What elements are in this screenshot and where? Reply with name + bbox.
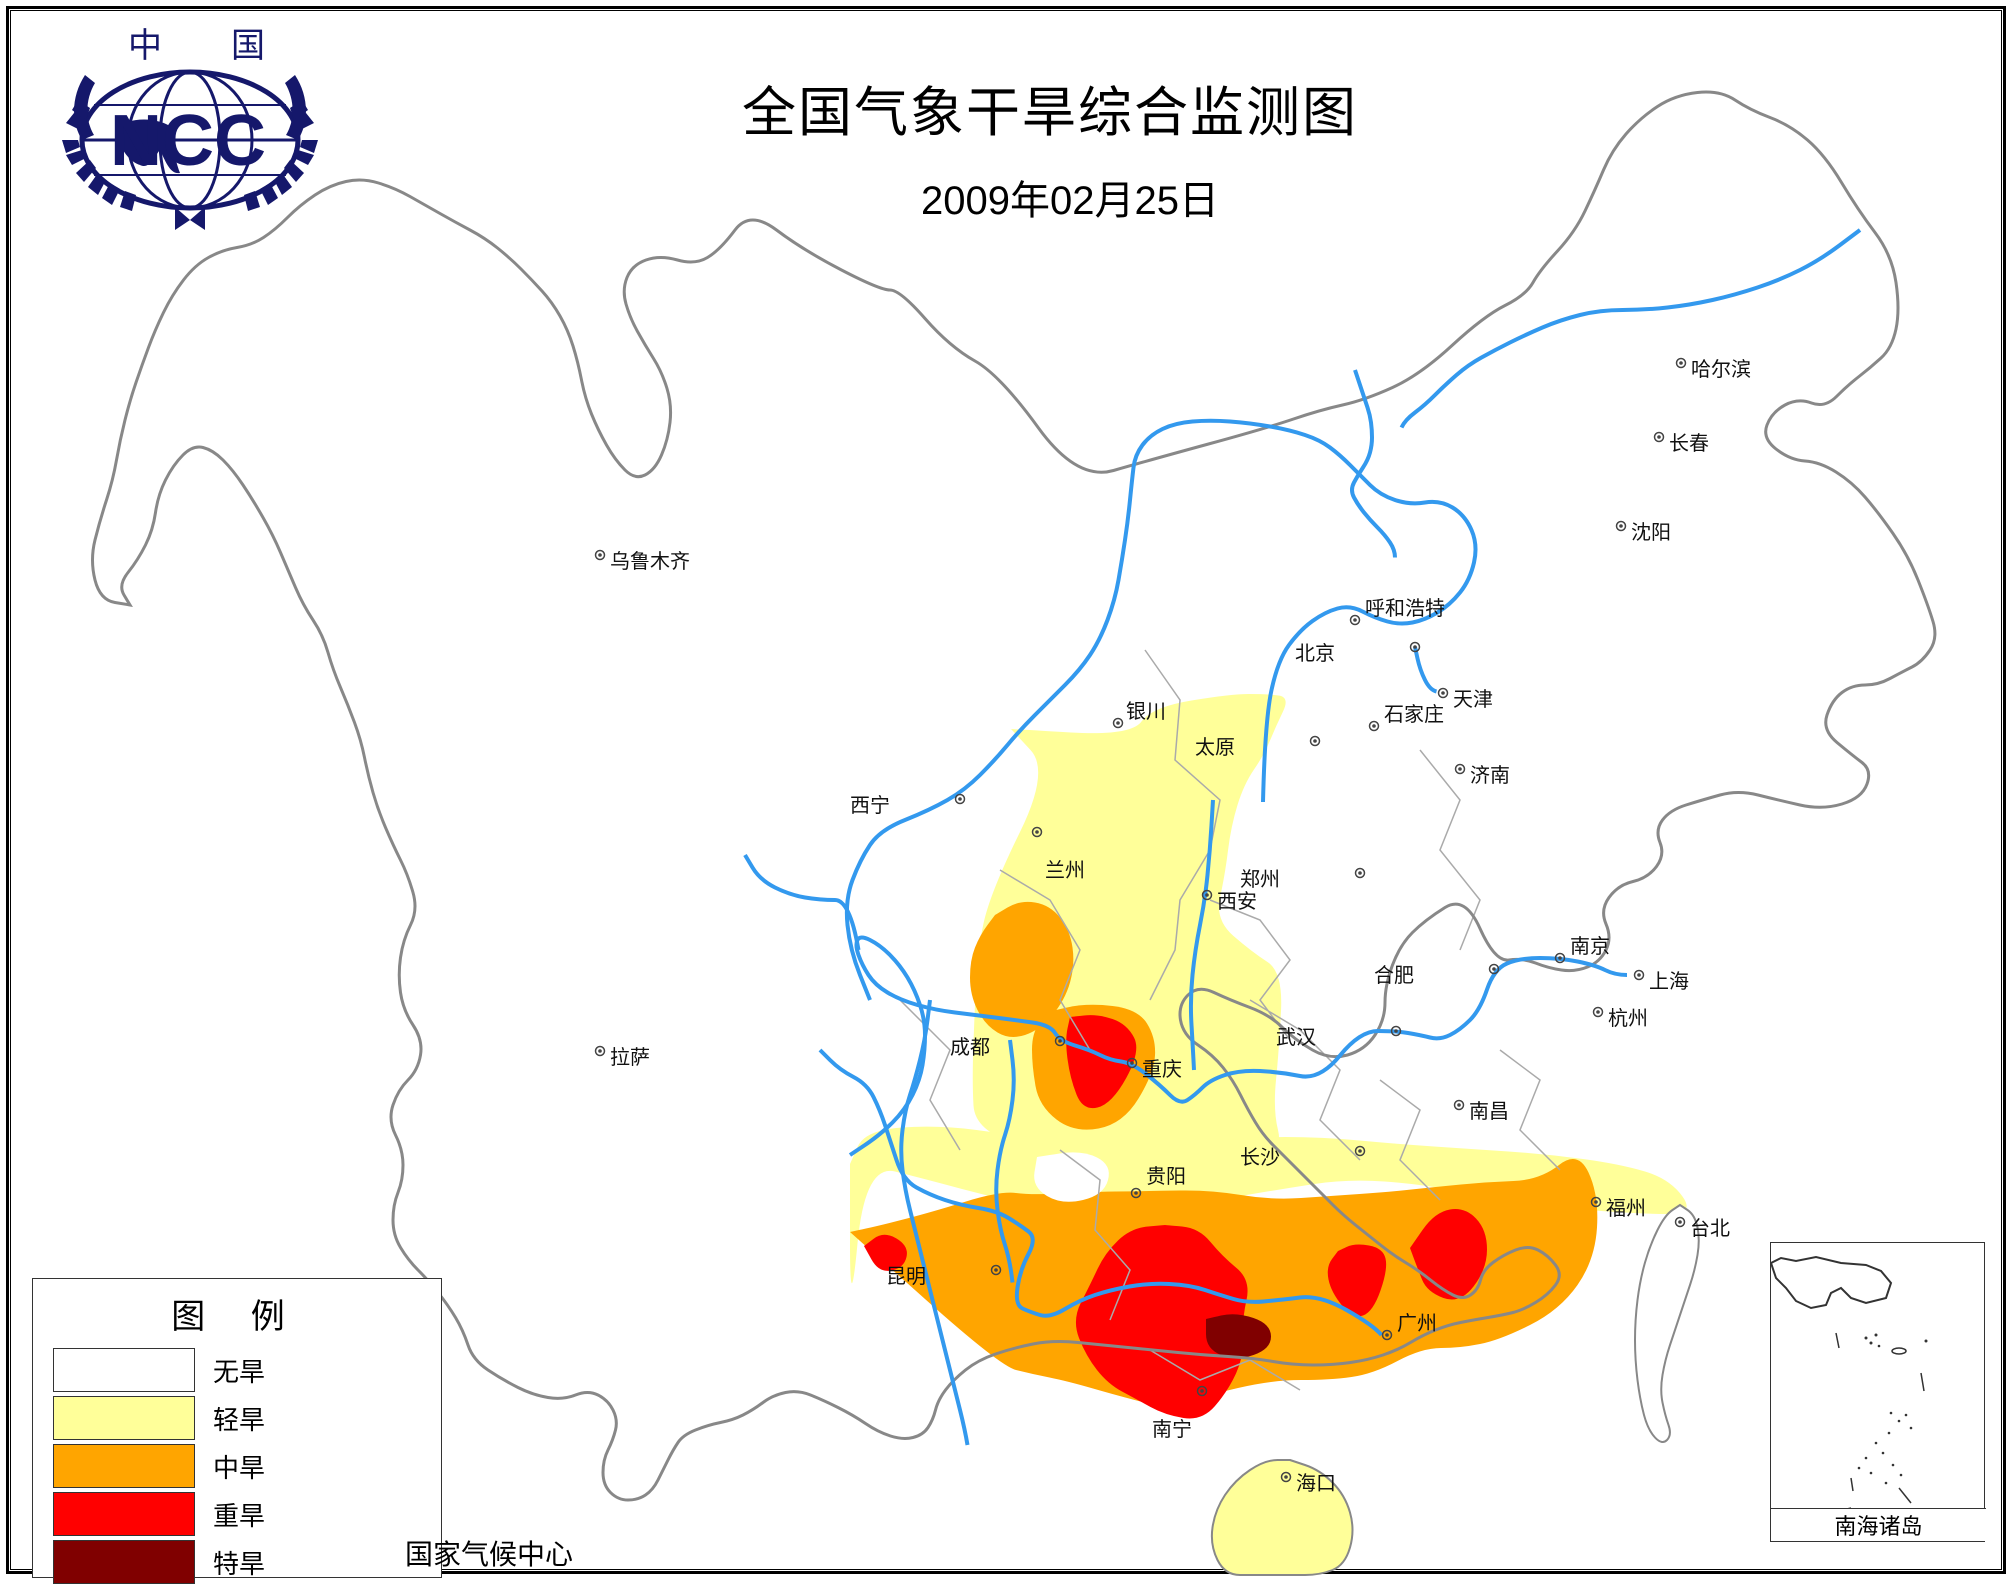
svg-text:南宁: 南宁 [1152, 1418, 1192, 1441]
svg-text:杭州: 杭州 [1608, 1007, 1648, 1030]
svg-text:银川: 银川 [1126, 700, 1166, 723]
svg-text:重庆: 重庆 [1142, 1058, 1182, 1081]
svg-text:贵阳: 贵阳 [1146, 1165, 1186, 1188]
svg-text:天津: 天津 [1453, 688, 1493, 711]
svg-text:呼和浩特: 呼和浩特 [1365, 597, 1445, 620]
svg-text:成都: 成都 [950, 1036, 990, 1059]
svg-text:沈阳: 沈阳 [1631, 521, 1671, 544]
svg-text:福州: 福州 [1606, 1197, 1646, 1220]
svg-text:西安: 西安 [1217, 890, 1257, 913]
svg-text:长沙: 长沙 [1240, 1146, 1280, 1169]
svg-text:北京: 北京 [1295, 642, 1335, 665]
svg-text:上海: 上海 [1649, 970, 1689, 993]
svg-text:兰州: 兰州 [1045, 859, 1085, 882]
svg-text:昆明: 昆明 [886, 1266, 926, 1288]
svg-text:南京: 南京 [1570, 935, 1610, 958]
svg-text:合肥: 合肥 [1374, 964, 1414, 987]
svg-text:乌鲁木齐: 乌鲁木齐 [610, 550, 690, 573]
svg-text:南昌: 南昌 [1469, 1100, 1509, 1123]
svg-text:西宁: 西宁 [850, 794, 890, 817]
svg-text:海口: 海口 [1296, 1472, 1336, 1495]
svg-text:太原: 太原 [1195, 736, 1235, 759]
svg-text:济南: 济南 [1470, 764, 1510, 787]
svg-text:哈尔滨: 哈尔滨 [1691, 358, 1751, 381]
svg-text:长春: 长春 [1669, 432, 1709, 455]
svg-text:石家庄: 石家庄 [1384, 703, 1444, 726]
svg-text:广州: 广州 [1397, 1312, 1437, 1335]
svg-text:台北: 台北 [1690, 1217, 1730, 1240]
svg-text:拉萨: 拉萨 [610, 1046, 650, 1069]
svg-text:郑州: 郑州 [1240, 868, 1280, 891]
svg-text:武汉: 武汉 [1276, 1026, 1316, 1049]
